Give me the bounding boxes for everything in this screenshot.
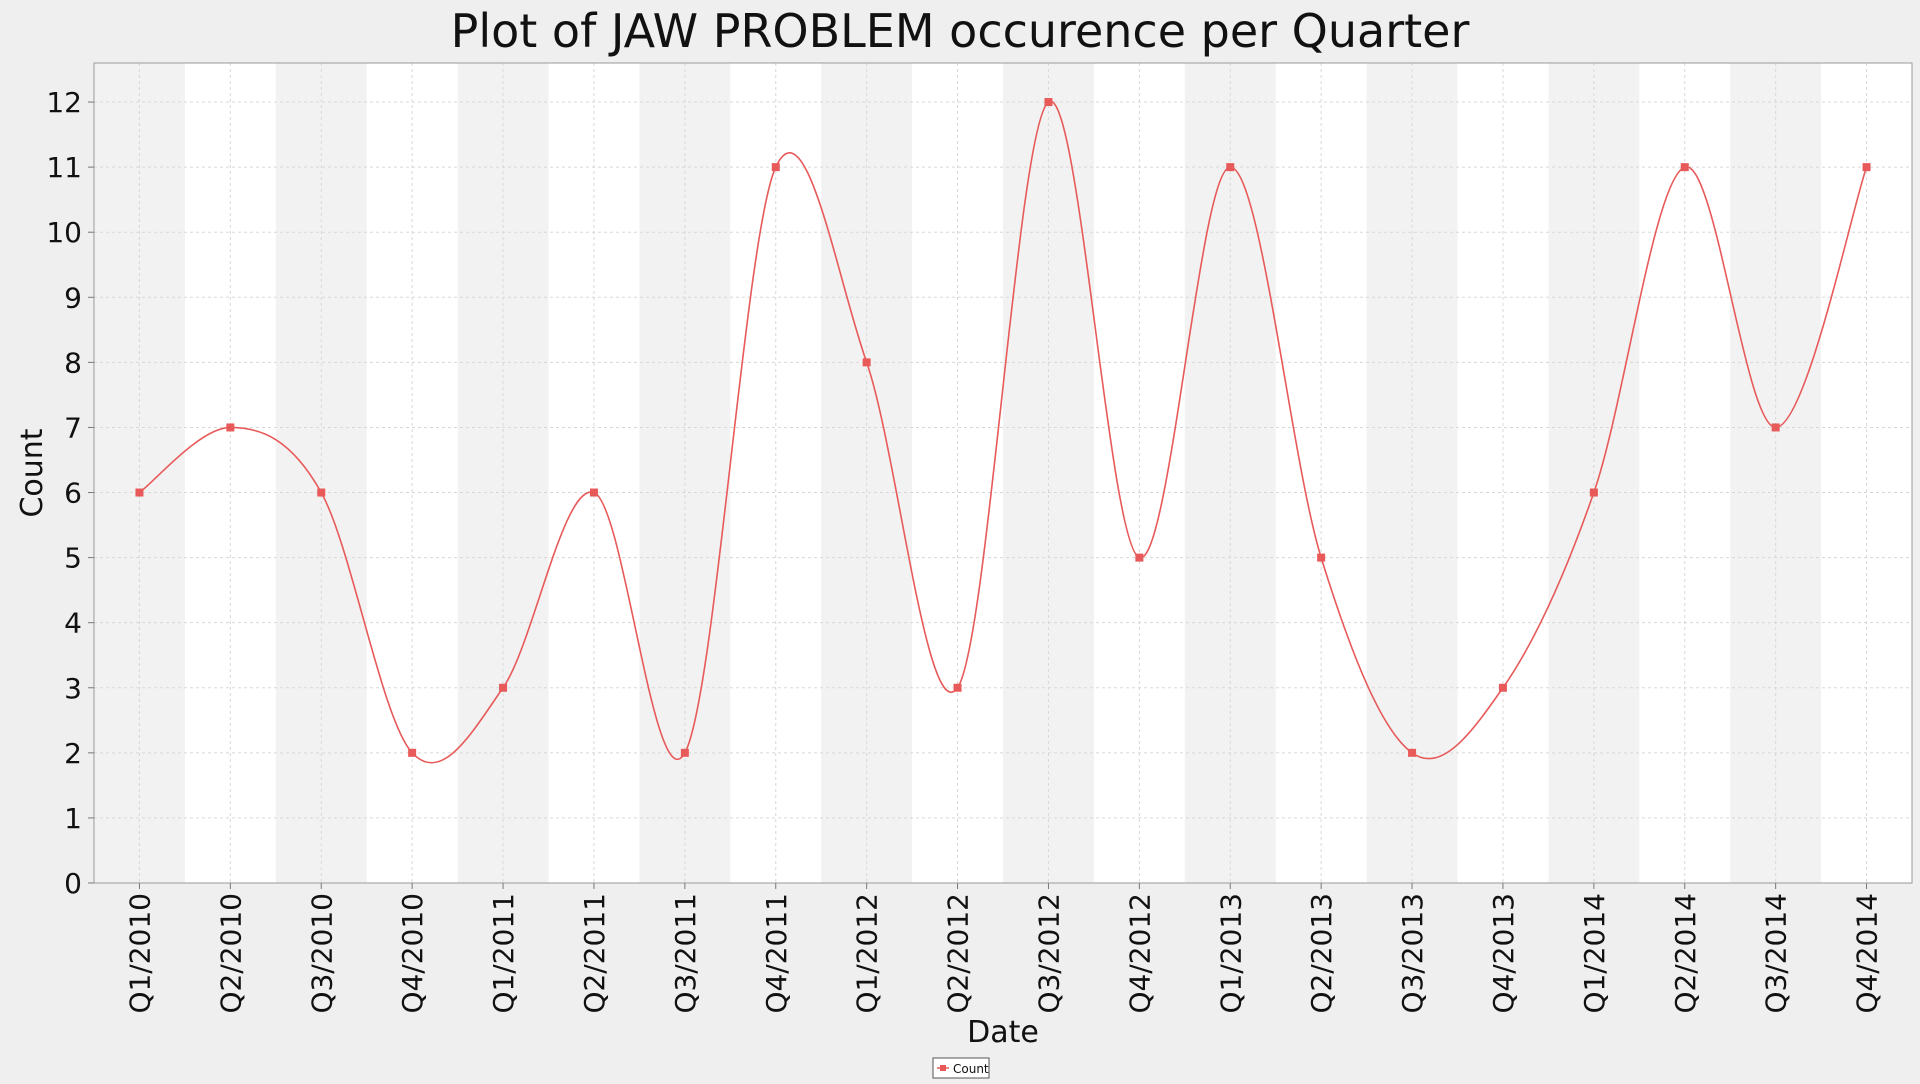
- y-tick-label: 7: [64, 411, 82, 444]
- y-tick-label: 1: [64, 802, 82, 835]
- x-tick-label: Q1/2012: [851, 893, 884, 1014]
- data-point: [589, 488, 598, 497]
- y-tick-label: 9: [64, 281, 82, 314]
- x-tick-label: Q1/2014: [1578, 893, 1611, 1014]
- data-point: [1862, 163, 1871, 172]
- data-point: [317, 488, 326, 497]
- grid-lines: [94, 63, 1912, 884]
- data-point: [771, 163, 780, 172]
- x-tick-label: Q4/2010: [396, 893, 429, 1014]
- x-tick-label: Q1/2010: [123, 893, 156, 1014]
- x-axis-label: Date: [967, 1015, 1039, 1050]
- x-tick-label: Q4/2014: [1851, 893, 1884, 1014]
- y-tick-label: 6: [64, 477, 82, 510]
- plot-area-border: [93, 62, 1913, 884]
- y-tick-label: 12: [46, 86, 82, 119]
- data-point: [226, 423, 235, 432]
- chart-title: Plot of JAW PROBLEM occurence per Quarte…: [451, 4, 1470, 58]
- y-tick-label: 11: [46, 151, 82, 184]
- y-tick-label: 3: [64, 672, 82, 705]
- legend-marker: [940, 1065, 946, 1071]
- x-tick-label: Q1/2013: [1214, 893, 1247, 1014]
- x-tick-label: Q1/2011: [487, 893, 520, 1014]
- data-point: [408, 748, 417, 757]
- data-point: [680, 748, 689, 757]
- x-tick-label: Q2/2013: [1305, 893, 1338, 1014]
- x-tick-label: Q4/2013: [1487, 893, 1520, 1014]
- x-tick-label: Q4/2011: [760, 893, 793, 1014]
- legend-box: [932, 1057, 990, 1079]
- data-point: [1408, 748, 1417, 757]
- x-tick-label: Q3/2012: [1032, 893, 1065, 1014]
- x-tick-label: Q2/2014: [1669, 893, 1702, 1014]
- y-tick-label: 5: [64, 542, 82, 575]
- y-tick-label: 10: [46, 216, 82, 249]
- data-point: [1498, 683, 1507, 692]
- x-tick-label: Q2/2010: [214, 893, 247, 1014]
- data-point: [1771, 423, 1780, 432]
- y-tick-label: 4: [64, 607, 82, 640]
- data-point: [1589, 488, 1598, 497]
- series-line-0: [138, 101, 1868, 764]
- alternating-bands: [94, 63, 1912, 883]
- data-point: [1135, 553, 1144, 562]
- y-tick-label: 0: [64, 867, 82, 900]
- data-point: [953, 683, 962, 692]
- x-tick-label: Q4/2012: [1123, 893, 1156, 1014]
- data-point: [1317, 553, 1326, 562]
- data-point: [862, 358, 871, 367]
- legend: Count: [932, 1057, 990, 1079]
- data-point: [1044, 98, 1053, 107]
- x-tick-label: Q3/2014: [1760, 893, 1793, 1014]
- data-point: [1680, 163, 1689, 172]
- x-tick-label: Q3/2011: [669, 893, 702, 1014]
- x-tick-label: Q2/2012: [942, 893, 975, 1014]
- series-layer: [135, 98, 1871, 764]
- y-tick-label: 8: [64, 346, 82, 379]
- x-tick-label: Q2/2011: [578, 893, 611, 1014]
- x-tick-label: Q3/2013: [1396, 893, 1429, 1014]
- data-point: [135, 488, 144, 497]
- legend-label: Count: [953, 1062, 989, 1076]
- x-tick-label: Q3/2010: [305, 893, 338, 1014]
- x-axis: Q1/2010 Q2/2010 Q3/2010 Q4/2010 Q1/2011 Q2/20…: [123, 883, 1884, 1014]
- y-tick-label: 2: [64, 737, 82, 770]
- y-axis-label: Count: [15, 428, 50, 517]
- data-point: [499, 683, 508, 692]
- data-point: [1226, 163, 1235, 172]
